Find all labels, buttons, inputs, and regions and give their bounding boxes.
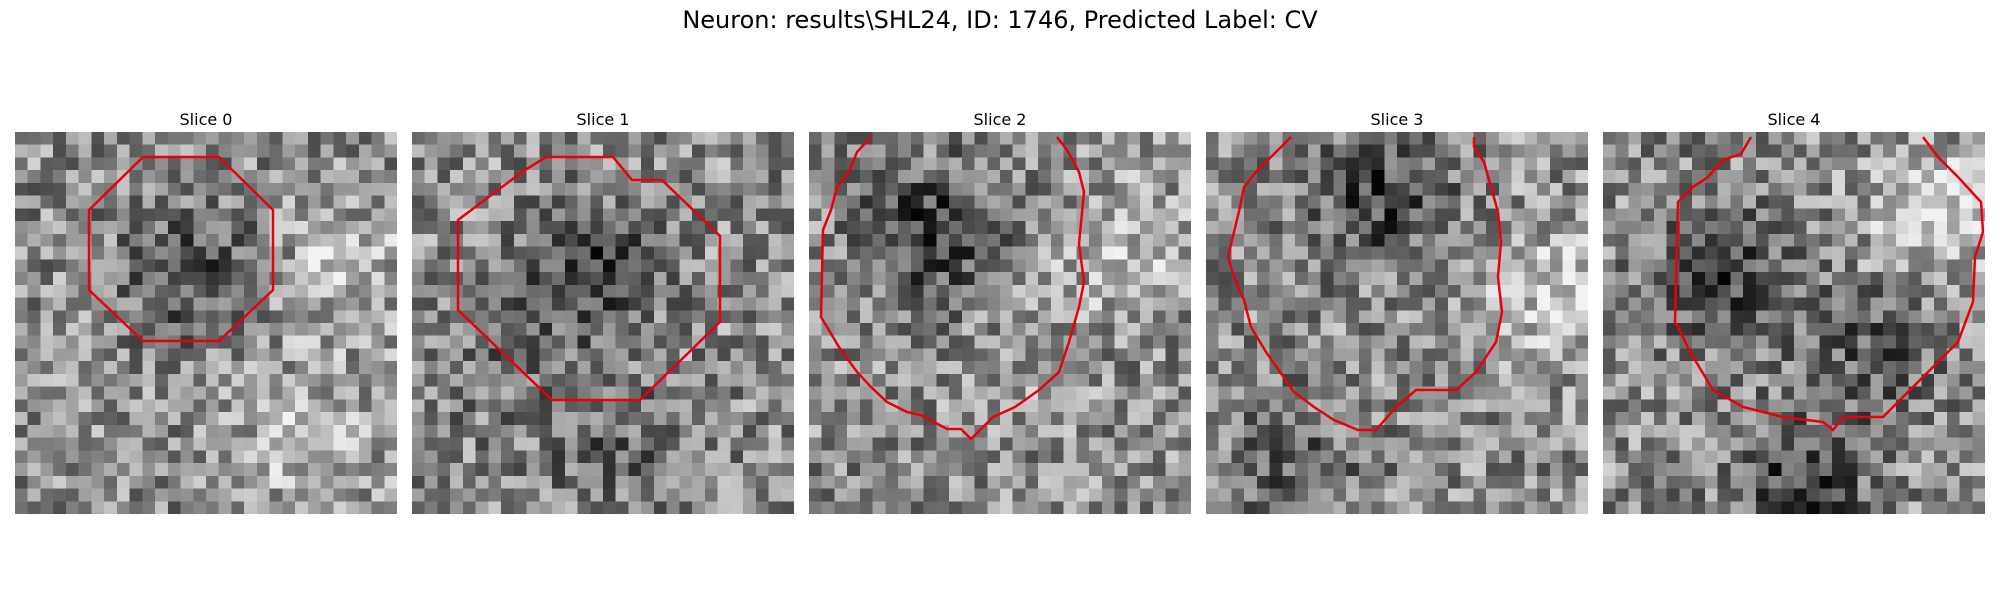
microscopy-image bbox=[809, 132, 1191, 514]
microscopy-image bbox=[15, 132, 397, 514]
microscopy-image bbox=[1603, 132, 1985, 514]
figure-title: Neuron: results\SHL24, ID: 1746, Predict… bbox=[682, 6, 1318, 34]
neuron-contour-overlay bbox=[819, 136, 1086, 441]
neuron-contour bbox=[456, 155, 722, 402]
slice-panel-0: Slice 0 bbox=[15, 108, 397, 514]
slice-panel-4: Slice 4 bbox=[1603, 108, 1985, 514]
neuron-contour bbox=[87, 155, 275, 343]
microscopy-image bbox=[412, 132, 794, 514]
slice-panel-1: Slice 1 bbox=[412, 108, 794, 514]
microscopy-image bbox=[1206, 132, 1588, 514]
neuron-contour bbox=[1673, 136, 1985, 432]
neuron-contour-overlay bbox=[1673, 136, 1985, 432]
slice-title: Slice 0 bbox=[179, 110, 233, 129]
slice-title: Slice 3 bbox=[1370, 110, 1424, 129]
slice-panel-2: Slice 2 bbox=[809, 108, 1191, 514]
neuron-contour-overlay bbox=[87, 155, 275, 343]
slice-title: Slice 2 bbox=[973, 110, 1027, 129]
neuron-contour bbox=[1226, 136, 1504, 432]
slice-title: Slice 1 bbox=[576, 110, 630, 129]
neuron-contour-overlay bbox=[1226, 136, 1504, 432]
neuron-contour bbox=[819, 136, 1086, 441]
slice-title: Slice 4 bbox=[1767, 110, 1821, 129]
neuron-contour-overlay bbox=[456, 155, 722, 402]
slice-panel-3: Slice 3 bbox=[1206, 108, 1588, 514]
